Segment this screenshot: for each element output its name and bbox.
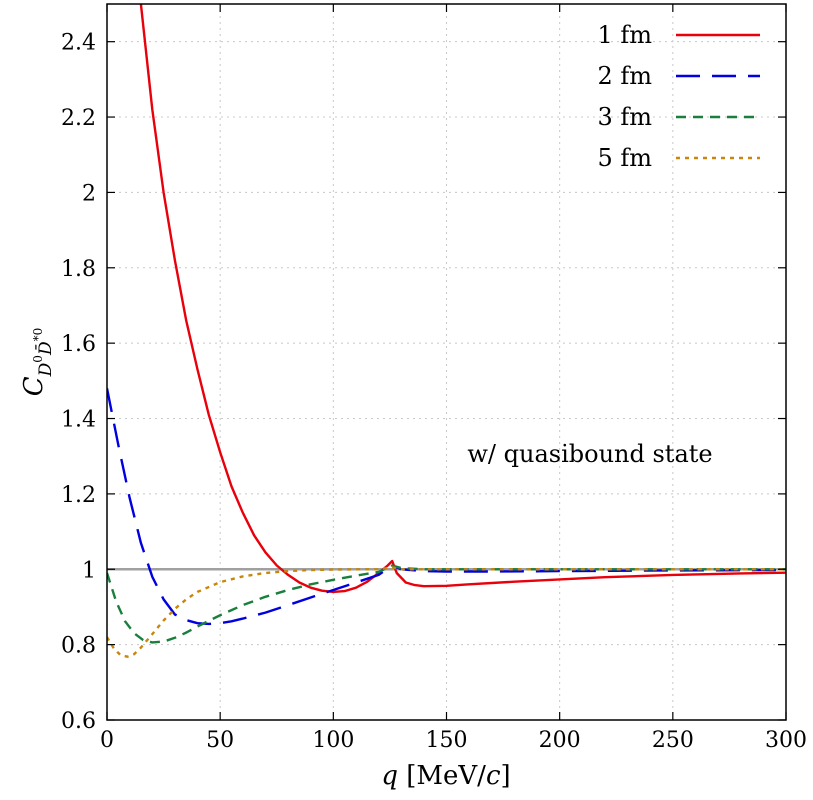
annotation-text: w/ quasibound state <box>467 440 712 468</box>
y-tick-label: 0.6 <box>61 709 96 734</box>
x-tick-label: 200 <box>539 728 581 753</box>
y-axis-label: CD0D̄*0 <box>19 328 56 396</box>
y-tick-label: 0.8 <box>61 634 96 659</box>
y-axis-label-main: C <box>19 376 49 396</box>
y-axis-label-sub1: D <box>36 362 56 377</box>
series-line-5-fm <box>107 566 786 658</box>
series-line-3-fm <box>107 564 786 644</box>
x-tick-label: 50 <box>206 728 234 753</box>
legend-label: 3 fm <box>597 103 652 131</box>
y-tick-label: 2.4 <box>61 31 96 56</box>
series-line-2-fm <box>107 388 786 626</box>
y-tick-label: 2 <box>82 181 96 206</box>
series-group <box>107 4 786 658</box>
y-tick-label: 1.4 <box>61 408 96 433</box>
x-tick-label: 300 <box>765 728 807 753</box>
y-tick-label: 2.2 <box>61 106 96 131</box>
x-axis-label-unit-var: c <box>486 761 501 791</box>
legend-label: 5 fm <box>597 144 652 172</box>
x-axis-label-var: q <box>381 761 398 791</box>
y-tick-label: 1 <box>82 558 96 583</box>
y-axis-label-sub2: D̄ <box>34 341 56 356</box>
y-axis-label-sup2: *0 <box>31 328 45 342</box>
x-axis-label-unit: [MeV/ <box>398 761 486 791</box>
plot-frame <box>106 3 787 721</box>
series-line-1-fm <box>139 4 786 594</box>
y-tick-label: 1.8 <box>61 257 96 282</box>
ticks: 0 50 100 150 200 250 300 0.6 0.8 1 1.2 1.4 1.6 1.8 2 2.… <box>61 4 807 753</box>
y-axis-label-sup1: 0 <box>31 355 45 363</box>
legend-label: 1 fm <box>597 21 652 49</box>
x-tick-label: 150 <box>426 728 468 753</box>
x-axis-label-close: ] <box>501 761 511 791</box>
y-tick-label: 1.6 <box>61 332 96 357</box>
x-tick-label: 100 <box>312 728 354 753</box>
y-tick-label: 1.2 <box>61 483 96 508</box>
x-tick-label: 0 <box>100 728 114 753</box>
x-tick-label: 250 <box>652 728 694 753</box>
legend-label: 2 fm <box>597 62 652 90</box>
grid <box>107 4 786 720</box>
legend: 1 fm 2 fm 3 fm 5 fm <box>597 21 760 172</box>
x-axis-label: q [MeV/c] <box>381 761 510 791</box>
